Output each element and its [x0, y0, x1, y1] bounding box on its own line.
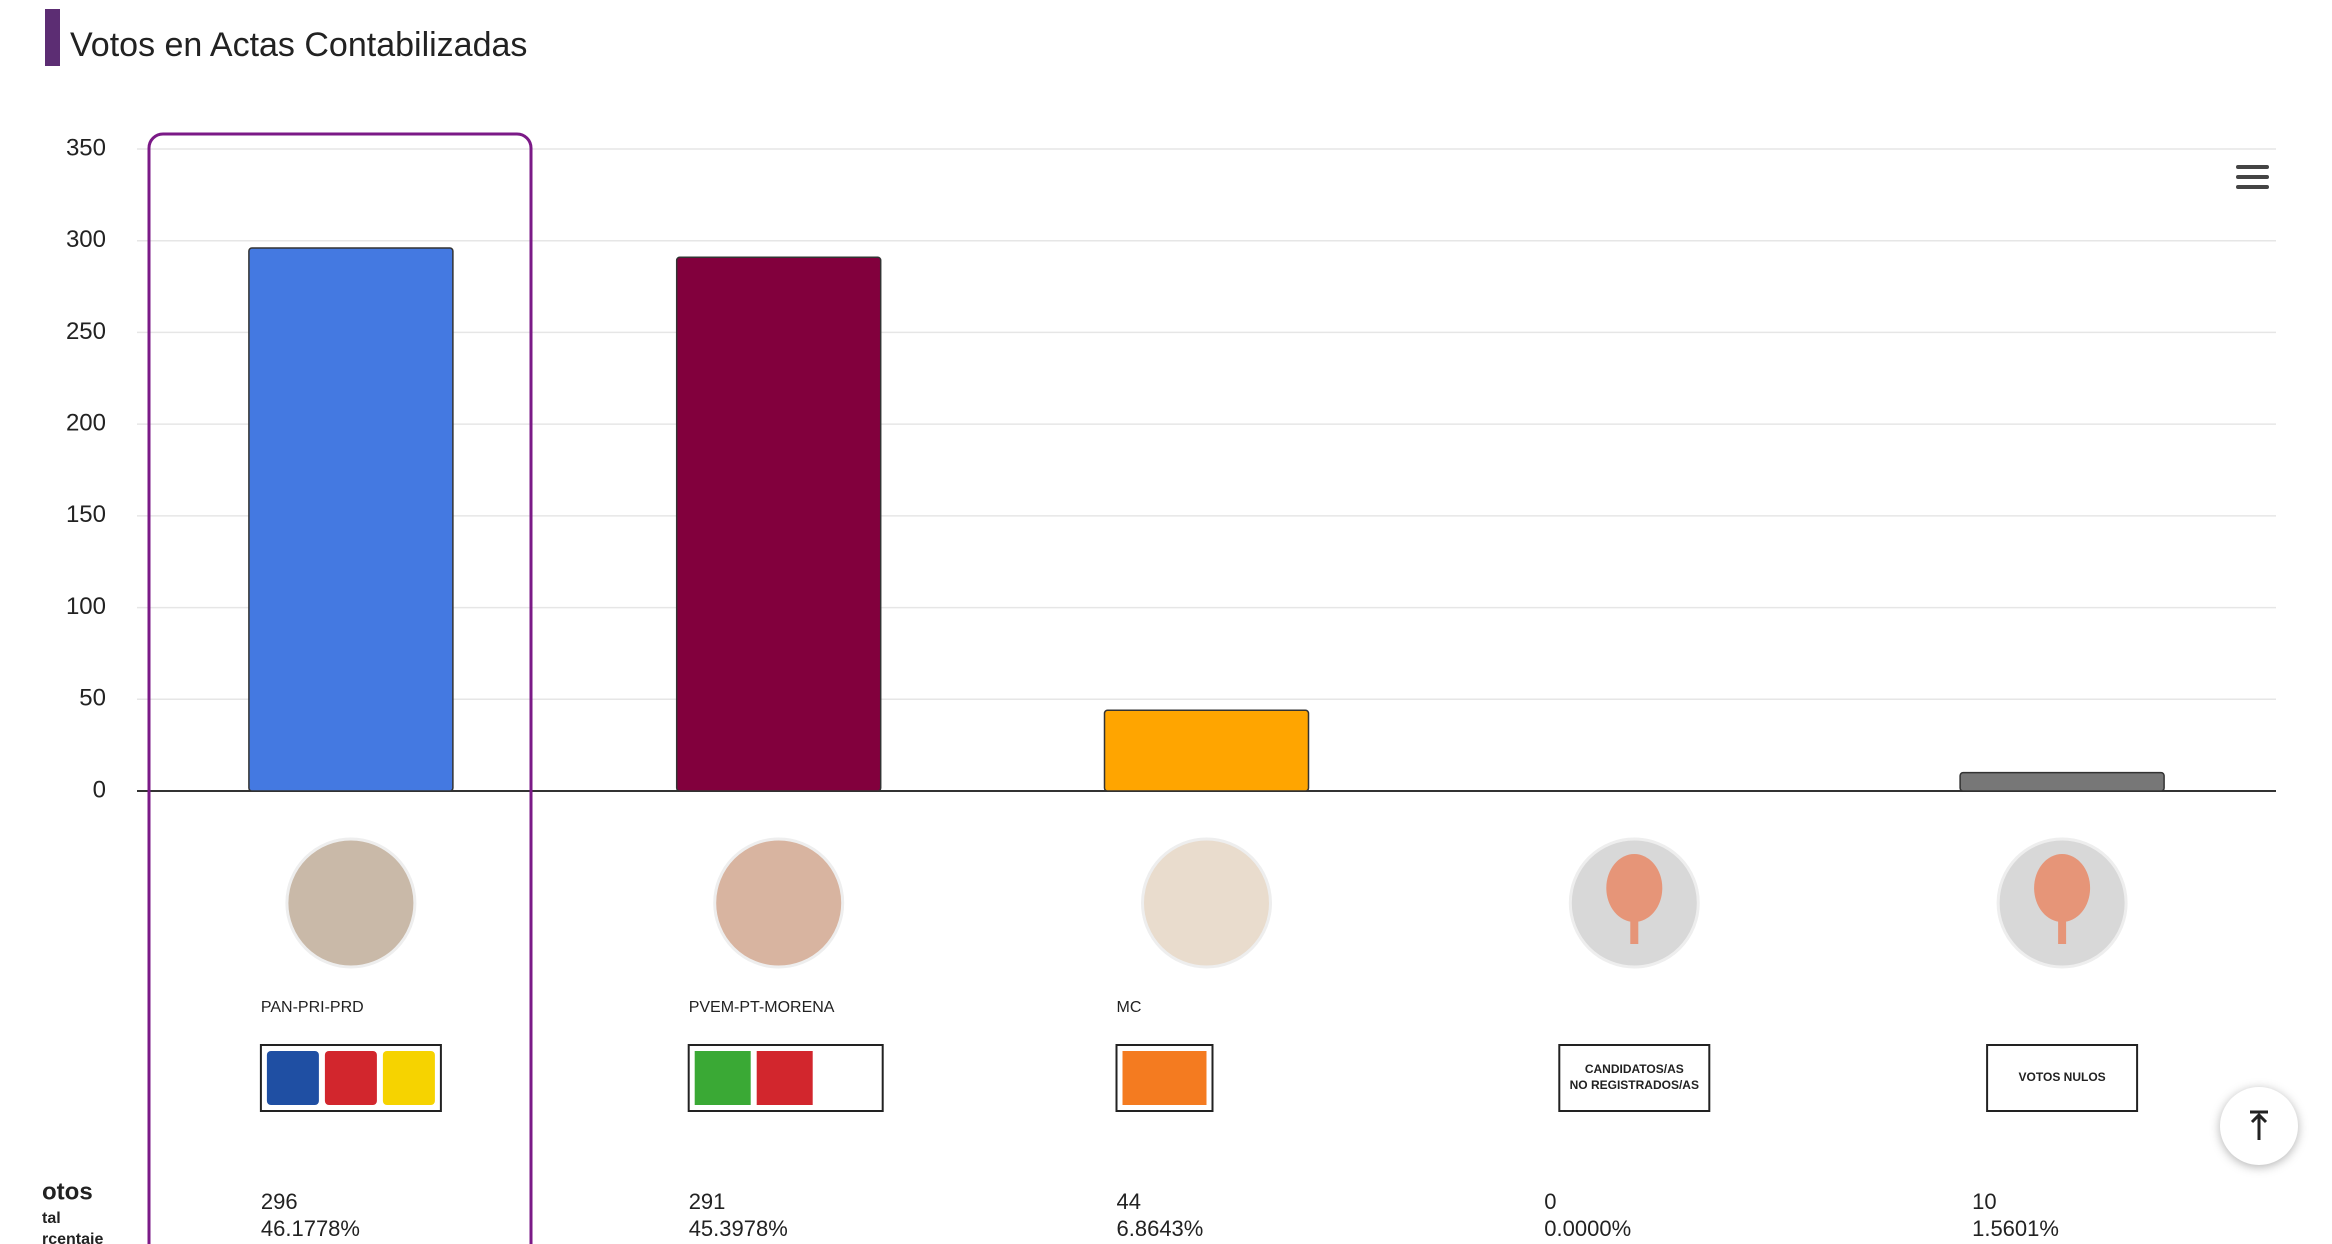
y-tick-label: 150 — [66, 501, 106, 528]
scroll-top-button[interactable] — [2220, 1087, 2298, 1165]
avatar-placeholder-head — [2034, 854, 2091, 922]
bar — [1103, 709, 1310, 792]
vote-percentage: 0.0000% — [1544, 1216, 1631, 1241]
party-logo — [382, 1051, 435, 1105]
y-tick-label: 0 — [93, 776, 106, 803]
avatar-placeholder-neck — [1630, 920, 1639, 944]
y-tick-label: 250 — [66, 318, 106, 345]
y-tick-label: 350 — [66, 134, 106, 161]
party-logo — [694, 1051, 751, 1105]
party-label: PAN-PRI-PRD — [261, 999, 364, 1016]
menu-line — [2236, 185, 2269, 189]
bar — [1959, 771, 2165, 792]
party-logo — [324, 1051, 377, 1105]
party-label: MC — [1117, 999, 1142, 1016]
avatar-placeholder-neck — [2058, 920, 2067, 944]
candidate-avatar — [713, 837, 845, 969]
title-accent — [45, 9, 60, 66]
menu-line — [2236, 175, 2269, 179]
party-logo — [266, 1051, 319, 1105]
party-label: PVEM-PT-MORENA — [689, 999, 835, 1016]
y-tick-label: 300 — [66, 226, 106, 253]
bar — [675, 256, 882, 792]
candidate-avatar — [285, 837, 417, 969]
vote-count: 0 — [1544, 1189, 1556, 1214]
menu-icon[interactable] — [2236, 165, 2269, 189]
vote-percentage: 6.8643% — [1117, 1216, 1204, 1241]
row-label: tal — [42, 1210, 61, 1227]
logo-text: VOTOS NULOS — [2019, 1070, 2106, 1084]
party-logo — [1122, 1051, 1207, 1105]
menu-line — [2236, 165, 2269, 169]
y-tick-label: 50 — [79, 685, 106, 712]
logo-text: CANDIDATOS/AS — [1585, 1062, 1684, 1076]
row-label: rcentaje — [42, 1231, 103, 1244]
party-logo-box — [1986, 1044, 2139, 1112]
chart-title: Votos en Actas Contabilizadas — [70, 26, 527, 64]
selection-outline — [147, 132, 533, 1244]
row-label: otos — [42, 1178, 93, 1205]
party-logo — [818, 1051, 879, 1105]
vote-count: 10 — [1972, 1189, 1996, 1214]
candidate-avatar — [1141, 837, 1272, 969]
vote-count: 296 — [261, 1189, 298, 1214]
y-tick-label: 100 — [66, 593, 106, 620]
scroll-top-arrow — [2250, 1112, 2268, 1124]
avatar-placeholder-head — [1606, 854, 1663, 922]
vote-percentage: 46.1778% — [261, 1216, 360, 1241]
bar — [248, 247, 454, 792]
vote-percentage: 1.5601% — [1972, 1216, 2059, 1241]
vote-count: 291 — [689, 1189, 726, 1214]
y-tick-label: 200 — [66, 409, 106, 436]
vote-count: 44 — [1117, 1189, 1141, 1214]
party-logo-box — [1558, 1044, 1711, 1112]
party-logo — [756, 1051, 813, 1105]
vote-percentage: 45.3978% — [689, 1216, 788, 1241]
logo-text: NO REGISTRADOS/AS — [1570, 1078, 1699, 1092]
